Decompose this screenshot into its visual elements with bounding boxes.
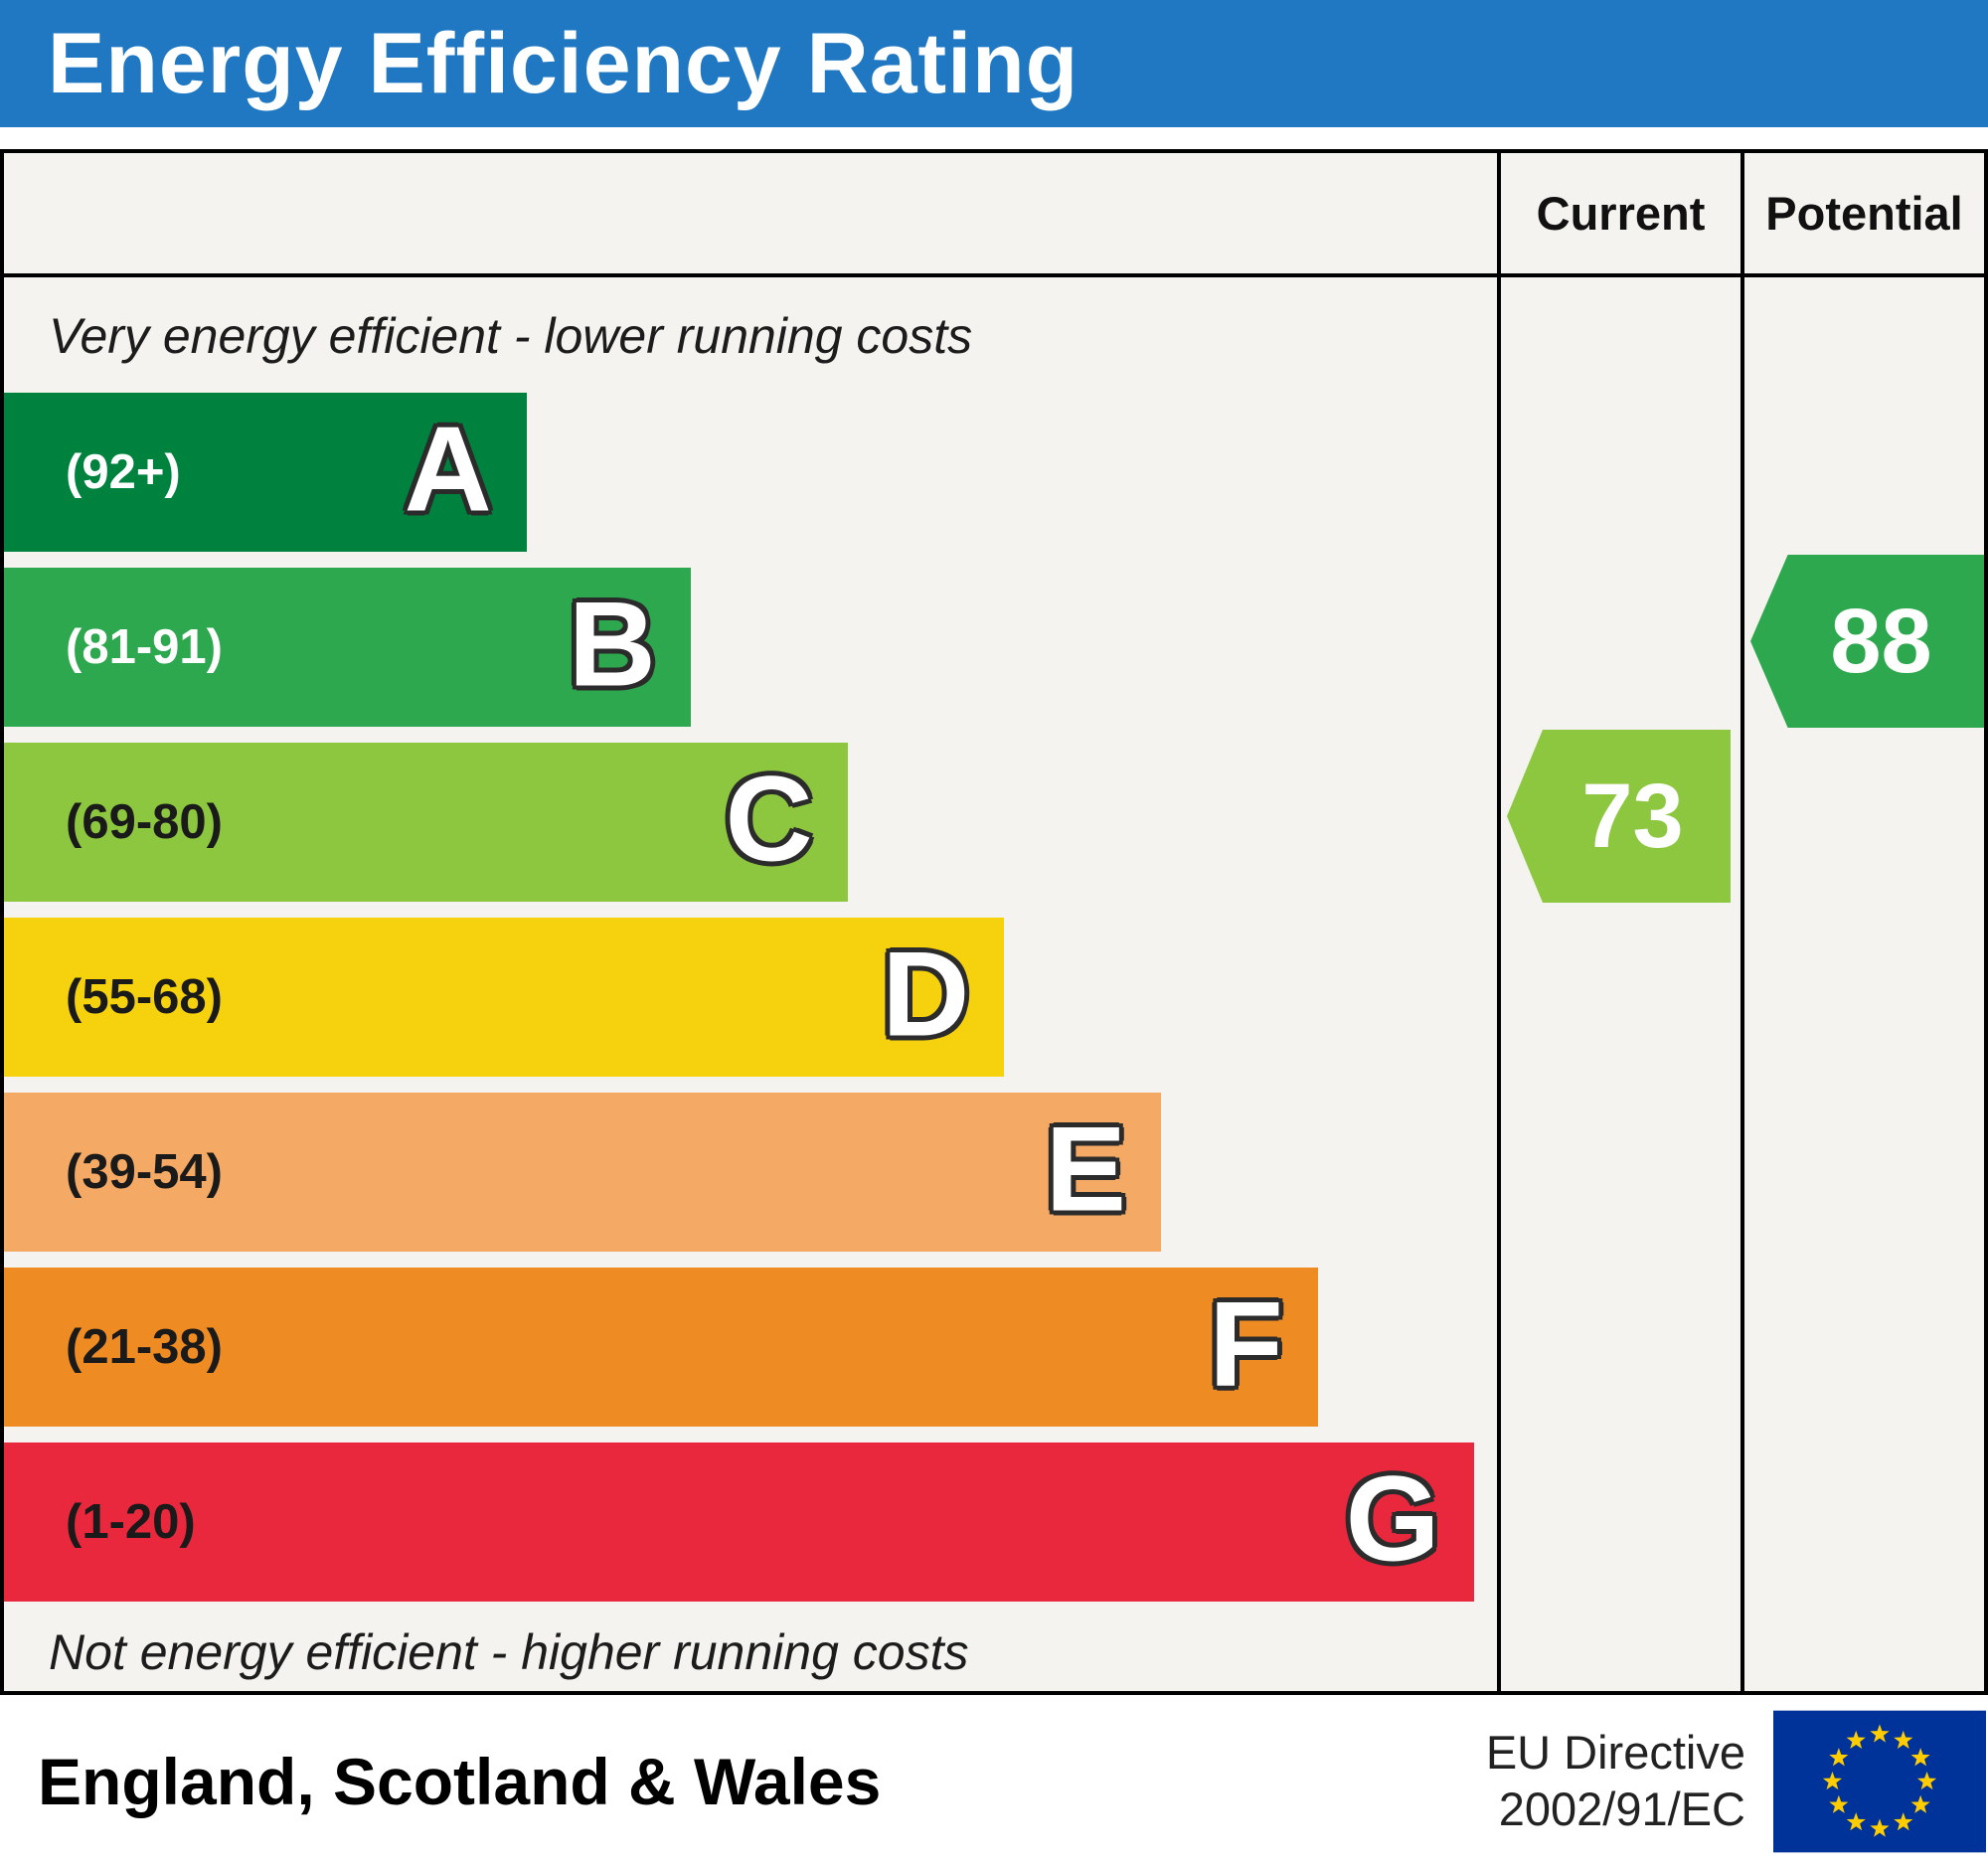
band-row-d: (55-68) D — [4, 918, 1005, 1077]
band-letter: G — [1345, 1450, 1440, 1587]
bottom-note: Not energy efficient - higher running co… — [49, 1624, 969, 1680]
band-range-label: (21-38) — [66, 1320, 223, 1374]
band-row-a: (92+) A — [4, 393, 527, 552]
band-row-g: (1-20) G — [4, 1443, 1475, 1602]
band-letter: F — [1209, 1275, 1283, 1412]
band-letter: B — [568, 576, 656, 712]
band-range-label: (1-20) — [66, 1495, 196, 1549]
band-row-e: (39-54) E — [4, 1093, 1162, 1252]
footer: England, Scotland & Wales EU Directive 2… — [0, 1695, 1988, 1867]
potential-column: Potential 88 — [1740, 153, 1984, 1691]
current-rating-value: 73 — [1581, 764, 1684, 867]
page-title: Energy Efficiency Rating — [0, 0, 1988, 127]
current-column-header: Current — [1501, 153, 1740, 277]
potential-column-body: 88 — [1744, 277, 1984, 1691]
potential-column-header: Potential — [1744, 153, 1984, 277]
bands-column-header — [4, 153, 1497, 277]
band-letter: E — [1045, 1101, 1127, 1237]
band-range-label: (92+) — [66, 445, 181, 499]
eu-directive-label: EU Directive 2002/91/EC — [1486, 1725, 1745, 1837]
potential-rating-value: 88 — [1830, 590, 1932, 692]
band-range-label: (39-54) — [66, 1145, 223, 1199]
bands-column: Very energy efficient - lower running co… — [4, 153, 1497, 1691]
band-letter: A — [404, 401, 492, 537]
eu-directive-line1: EU Directive — [1485, 1726, 1745, 1780]
bands-column-body: Very energy efficient - lower running co… — [4, 277, 1497, 1691]
page-title-text: Energy Efficiency Rating — [48, 15, 1079, 111]
eu-directive-line2: 2002/91/EC — [1498, 1782, 1745, 1835]
band-row-b: (81-91) B — [4, 568, 691, 727]
bands: (92+) A (81-91) B (69-80) C (55-68) D — [4, 393, 1497, 1602]
band-row-f: (21-38) F — [4, 1268, 1318, 1427]
potential-rating-pointer: 88 — [1750, 555, 1984, 728]
band-letter: C — [725, 751, 813, 887]
current-rating-pointer: 73 — [1507, 730, 1731, 903]
band-range-label: (81-91) — [66, 620, 223, 674]
current-column: Current 73 — [1497, 153, 1740, 1691]
top-note: Very energy efficient - lower running co… — [49, 308, 973, 364]
eu-flag-icon — [1773, 1710, 1986, 1852]
band-range-label: (55-68) — [66, 970, 223, 1024]
band-letter: D — [882, 926, 970, 1062]
current-column-body: 73 — [1501, 277, 1740, 1691]
band-range-label: (69-80) — [66, 795, 223, 849]
energy-rating-chart: Very energy efficient - lower running co… — [0, 149, 1988, 1695]
band-row-c: (69-80) C — [4, 743, 848, 902]
region-label: England, Scotland & Wales — [38, 1744, 882, 1818]
